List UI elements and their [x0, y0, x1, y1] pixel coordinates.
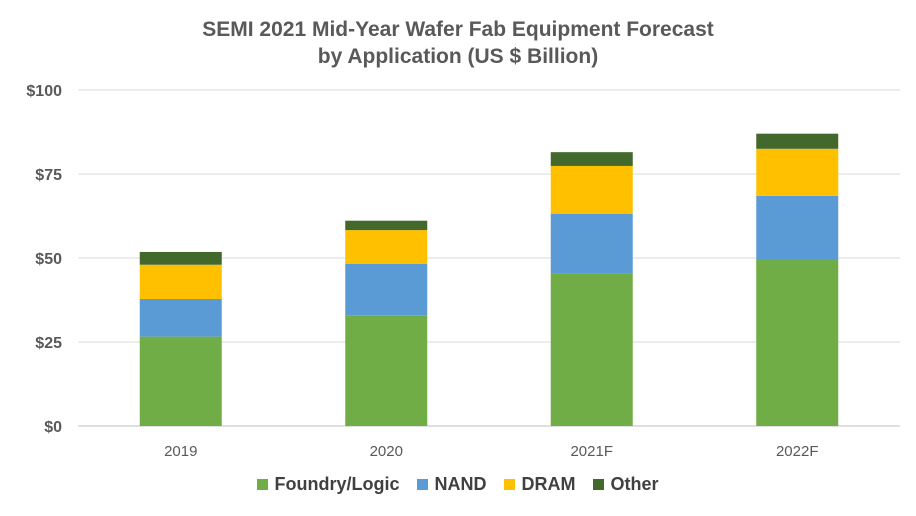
- bar-other-2022f: [756, 133, 839, 149]
- legend-label: Other: [610, 474, 659, 494]
- y-tick-label: $100: [26, 83, 62, 100]
- bar-foundry-logic-2022f: [756, 260, 839, 426]
- bar-other-2021f: [550, 152, 633, 166]
- bar-nand-2020: [345, 263, 428, 316]
- bar-other-2020: [345, 220, 428, 231]
- legend-item: NAND: [417, 474, 486, 495]
- plot-area: $0 $25 $50 $75 $100 2019 2020 2021F 2022F: [26, 83, 900, 460]
- chart-title-line-1: SEMI 2021 Mid-Year Wafer Fab Equipment F…: [202, 18, 714, 41]
- bar-nand-2021f: [550, 213, 633, 274]
- legend-swatch: [417, 479, 429, 490]
- legend-item: DRAM: [504, 474, 575, 495]
- bar-nand-2022f: [756, 195, 839, 261]
- legend-label: DRAM: [521, 474, 576, 494]
- bar-foundry-logic-2020: [345, 315, 428, 426]
- y-tick-label: $50: [35, 251, 62, 268]
- bar-dram-2020: [345, 230, 428, 264]
- x-tick-label: 2019: [164, 443, 197, 460]
- bar-foundry-logic-2019: [139, 336, 222, 426]
- legend-label: NAND: [434, 474, 487, 494]
- bar-dram-2021f: [550, 165, 633, 214]
- chart-title-line-2: by Application (US $ Billion): [317, 45, 599, 68]
- bar-dram-2022f: [756, 148, 839, 196]
- legend-item: Foundry/Logic: [257, 474, 399, 495]
- x-tick-label: 2020: [370, 443, 403, 460]
- chart-title: SEMI 2021 Mid-Year Wafer Fab Equipment F…: [0, 16, 916, 70]
- legend-swatch: [504, 479, 516, 490]
- legend-swatch: [257, 479, 269, 490]
- legend-item: Other: [593, 474, 659, 495]
- legend-swatch: [593, 479, 605, 490]
- bar-nand-2019: [139, 298, 222, 337]
- x-tick-label: 2021F: [570, 443, 613, 460]
- bar-other-2019: [139, 251, 222, 265]
- legend-label: Foundry/Logic: [274, 474, 400, 494]
- y-tick-label: $75: [35, 167, 62, 184]
- x-tick-label: 2022F: [776, 443, 819, 460]
- bar-foundry-logic-2021f: [550, 273, 633, 426]
- y-tick-label: $25: [35, 335, 62, 352]
- bar-dram-2019: [139, 264, 222, 299]
- y-tick-label: $0: [44, 419, 62, 436]
- legend: Foundry/Logic NAND DRAM Other: [0, 474, 916, 495]
